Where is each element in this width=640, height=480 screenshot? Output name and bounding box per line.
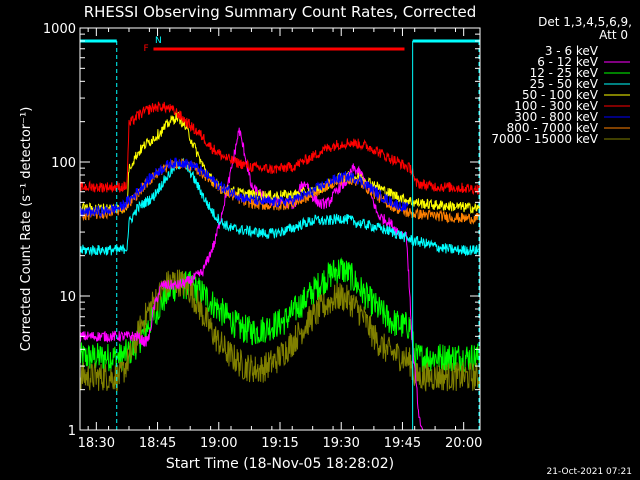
y-tick-label: 1000 (43, 22, 76, 37)
annotation-layer: NF (80, 36, 480, 430)
y-tick-label: 1 (68, 424, 76, 439)
x-axis-label: Start Time (18-Nov-05 18:28:02) (166, 456, 394, 472)
legend-label: 12 - 25 keV (530, 66, 599, 80)
x-tick-label: 19:45 (384, 436, 421, 451)
x-tick-label: 19:15 (261, 436, 298, 451)
axis-layer: 18:30 18:45 19:00 19:15 19:30 19:45 20:00 1 10 10… (43, 22, 483, 451)
x-tick-label: 18:30 (78, 436, 115, 451)
timestamp: 21-Oct-2021 07:21 (547, 467, 632, 477)
legend-label: 100 - 300 keV (514, 99, 598, 113)
y-axis-label: Corrected Count Rate (s⁻¹ detector⁻¹) (19, 107, 34, 352)
legend-label: 6 - 12 keV (537, 55, 599, 69)
legend-label: 3 - 6 keV (545, 44, 599, 58)
x-tick-label: 19:00 (200, 436, 237, 451)
flag-n: N (155, 36, 162, 46)
legend-label: 300 - 800 keV (514, 110, 598, 124)
legend-label: 800 - 7000 keV (507, 121, 599, 135)
x-tick-label: 18:45 (139, 436, 176, 451)
flag-f: F (144, 44, 149, 54)
legend-header-line-2: Att 0 (599, 28, 628, 42)
y-tick-label: 10 (59, 290, 76, 305)
legend-header-line-1: Det 1,3,4,5,6,9, (538, 15, 632, 29)
series-300-800-kev (79, 157, 409, 219)
y-tick-label: 100 (51, 156, 76, 171)
x-tick-label: 20:00 (445, 436, 482, 451)
legend-label: 25 - 50 keV (530, 77, 599, 91)
legend-label: 50 - 100 keV (522, 88, 599, 102)
legend-label: 7000 - 15000 keV (491, 132, 598, 146)
x-tick-label: 19:30 (322, 436, 359, 451)
chart-title: RHESSI Observing Summary Count Rates, Co… (84, 3, 477, 21)
